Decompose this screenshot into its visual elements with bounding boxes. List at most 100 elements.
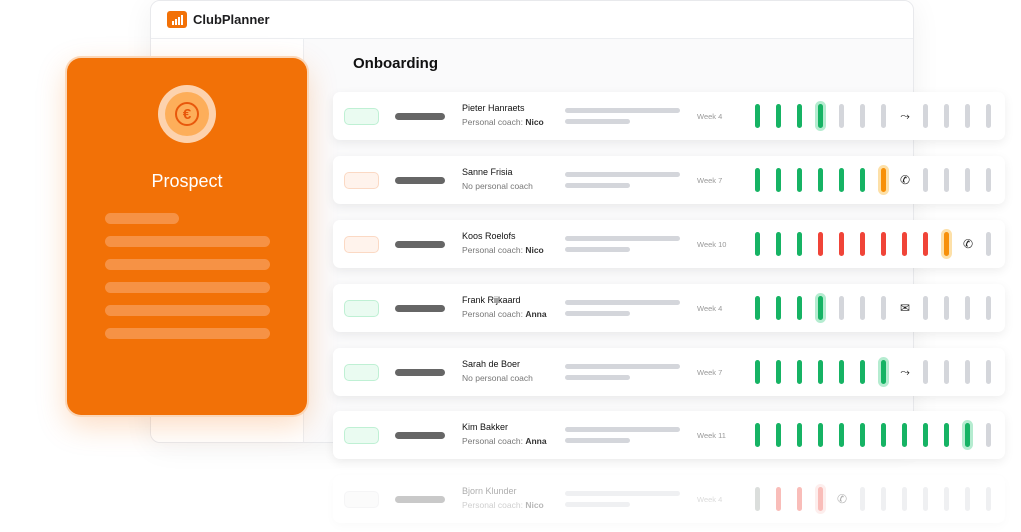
member-name: Kim Bakker [462,422,509,432]
week-segment [902,487,907,511]
onboarding-row[interactable]: Bjorn Klunder Personal coach: Nico Week … [333,475,1005,523]
placeholder-line [565,247,630,252]
placeholder-line [105,236,270,247]
onboarding-row[interactable]: Frank Rijkaard Personal coach: Anna Week… [333,284,1005,332]
placeholder-bar [395,432,445,439]
week-segment [965,168,970,192]
week-segment [944,232,949,256]
coach-name: Anna [525,436,547,446]
coach-name: Anna [525,309,547,319]
placeholder-line [565,119,630,124]
member-name: Sanne Frisia [462,167,513,177]
week-segment [965,360,970,384]
route-icon[interactable]: ⤳ [900,365,910,379]
week-segment [881,296,886,320]
onboarding-row[interactable]: Pieter Hanraets Personal coach: Nico Wee… [333,92,1005,140]
coach-info: Personal coach: Anna [462,436,547,446]
member-name: Koos Roelofs [462,231,516,241]
week-segment [776,487,781,511]
week-segment [776,423,781,447]
week-segment [860,360,865,384]
week-segment [839,423,844,447]
week-segment [923,423,928,447]
placeholder-line [565,172,680,177]
week-segment [923,232,928,256]
status-pill [344,236,379,253]
week-segment [776,232,781,256]
week-segment [923,296,928,320]
week-label: Week 7 [697,176,723,185]
week-segment [818,232,823,256]
member-name: Frank Rijkaard [462,295,521,305]
placeholder-line [565,300,680,305]
phone-icon[interactable]: ✆ [836,492,848,506]
placeholder-bar [395,177,445,184]
status-pill [344,108,379,125]
coach-info: Personal coach: Nico [462,500,544,510]
week-segment [797,168,802,192]
page-title: Onboarding [353,55,438,72]
placeholder-line [105,328,270,339]
week-segment [818,423,823,447]
onboarding-row[interactable]: Kim Bakker Personal coach: Anna Week 11 [333,411,1005,459]
week-segment [881,360,886,384]
member-name: Sarah de Boer [462,359,521,369]
week-segment [797,232,802,256]
week-segment [797,423,802,447]
onboarding-row[interactable]: Sanne Frisia No personal coach Week 7 ✆ [333,156,1005,204]
week-segment [860,168,865,192]
week-segment [797,296,802,320]
status-pill [344,172,379,189]
week-segment [965,487,970,511]
onboarding-row[interactable]: Koos Roelofs Personal coach: Nico Week 1… [333,220,1005,268]
status-pill [344,300,379,317]
phone-icon[interactable]: ✆ [899,173,911,187]
week-segment [986,487,991,511]
week-segment [818,104,823,128]
coach-info: No personal coach [462,373,533,383]
week-label: Week 7 [697,368,723,377]
mail-icon[interactable]: ✉ [899,301,911,315]
week-segment [902,423,907,447]
prospect-title: Prospect [151,171,223,191]
status-pill [344,491,379,508]
week-segment [944,104,949,128]
phone-icon[interactable]: ✆ [962,237,974,251]
placeholder-line [105,305,270,316]
week-segment [797,360,802,384]
week-segment [986,232,991,256]
status-pill [344,427,379,444]
week-segment [881,423,886,447]
placeholder-line [565,427,680,432]
week-segment [860,423,865,447]
week-segment [986,104,991,128]
placeholder-line [105,213,179,224]
week-segment [755,232,760,256]
prospect-card[interactable]: € Prospect [67,58,307,415]
week-segment [818,487,823,511]
week-segment [776,360,781,384]
week-segment [986,168,991,192]
week-segment [986,360,991,384]
week-segment [860,487,865,511]
week-segment [965,423,970,447]
week-segment [944,423,949,447]
placeholder-bar [395,496,445,503]
route-icon[interactable]: ⤳ [900,109,910,123]
week-segment [881,168,886,192]
coach-info: No personal coach [462,181,533,191]
week-segment [923,487,928,511]
placeholder-line [565,108,680,113]
week-segment [923,360,928,384]
week-segment [818,360,823,384]
week-segment [902,232,907,256]
week-segment [839,168,844,192]
week-label: Week 4 [697,304,723,313]
week-segment [986,423,991,447]
week-segment [839,232,844,256]
week-segment [860,296,865,320]
placeholder-bar [395,113,445,120]
week-segment [881,487,886,511]
onboarding-row[interactable]: Sarah de Boer No personal coach Week 7 ⤳ [333,348,1005,396]
placeholder-bar [395,305,445,312]
